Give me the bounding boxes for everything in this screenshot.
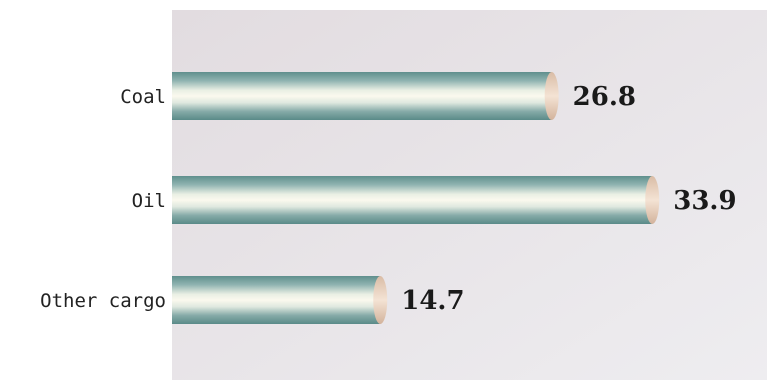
bar-coal xyxy=(172,72,552,120)
bar-cap-oil xyxy=(645,176,660,224)
bar-cap-other-cargo xyxy=(373,276,388,324)
bar-cap-coal xyxy=(544,72,559,120)
value-label-coal: 26.8 xyxy=(573,82,636,112)
value-label-oil: 33.9 xyxy=(673,186,736,216)
category-label-other-cargo: Other cargo xyxy=(40,290,166,312)
bars-layer: Coal 26.8 Oil 33.9 Other cargo 14.7 xyxy=(40,72,737,324)
category-label-oil: Oil xyxy=(132,190,166,212)
category-label-coal: Coal xyxy=(120,86,166,108)
bar-other-cargo xyxy=(172,276,381,324)
value-label-other-cargo: 14.7 xyxy=(401,286,464,316)
bar-oil xyxy=(172,176,653,224)
